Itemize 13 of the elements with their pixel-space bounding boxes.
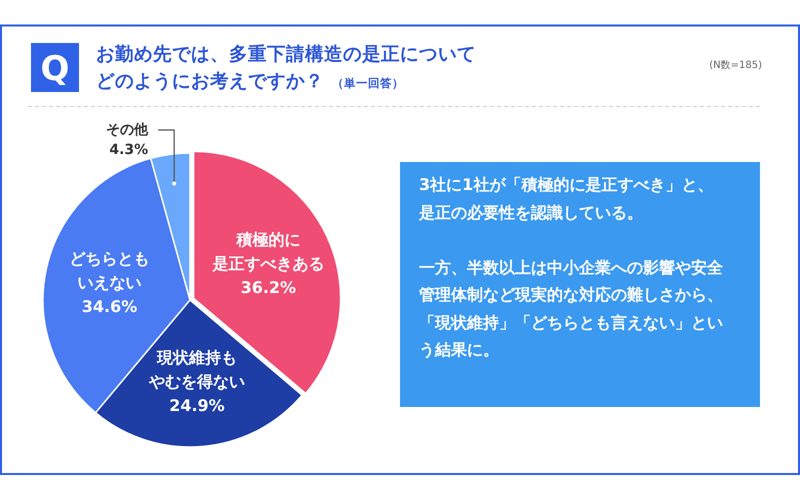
text: 3社に1社が「積極的に是正すべき」と、是正の必要性を認識している。	[419, 174, 714, 224]
slice-label: どちらともいえない	[68, 248, 151, 294]
slice-label: その他	[105, 121, 148, 140]
data-label: 4.3%	[108, 141, 148, 160]
text: Q	[40, 49, 70, 89]
slice-label: 積極的に是正すべきある	[211, 228, 326, 275]
data-label: 36.2%	[240, 276, 298, 299]
text: (N数=185)	[709, 59, 762, 72]
data-label: 34.6%	[80, 296, 138, 318]
text: 一方、半数以上は中小企業への影響や安全管理体制など現実的な対応の難しさから、「現状維持」「どちらとも言えない」という結果に。	[419, 256, 724, 361]
text: （単一回答）	[332, 76, 404, 90]
slice-label: 現状維持もやむを得ない	[148, 347, 246, 394]
data-label: 24.9%	[168, 395, 226, 418]
